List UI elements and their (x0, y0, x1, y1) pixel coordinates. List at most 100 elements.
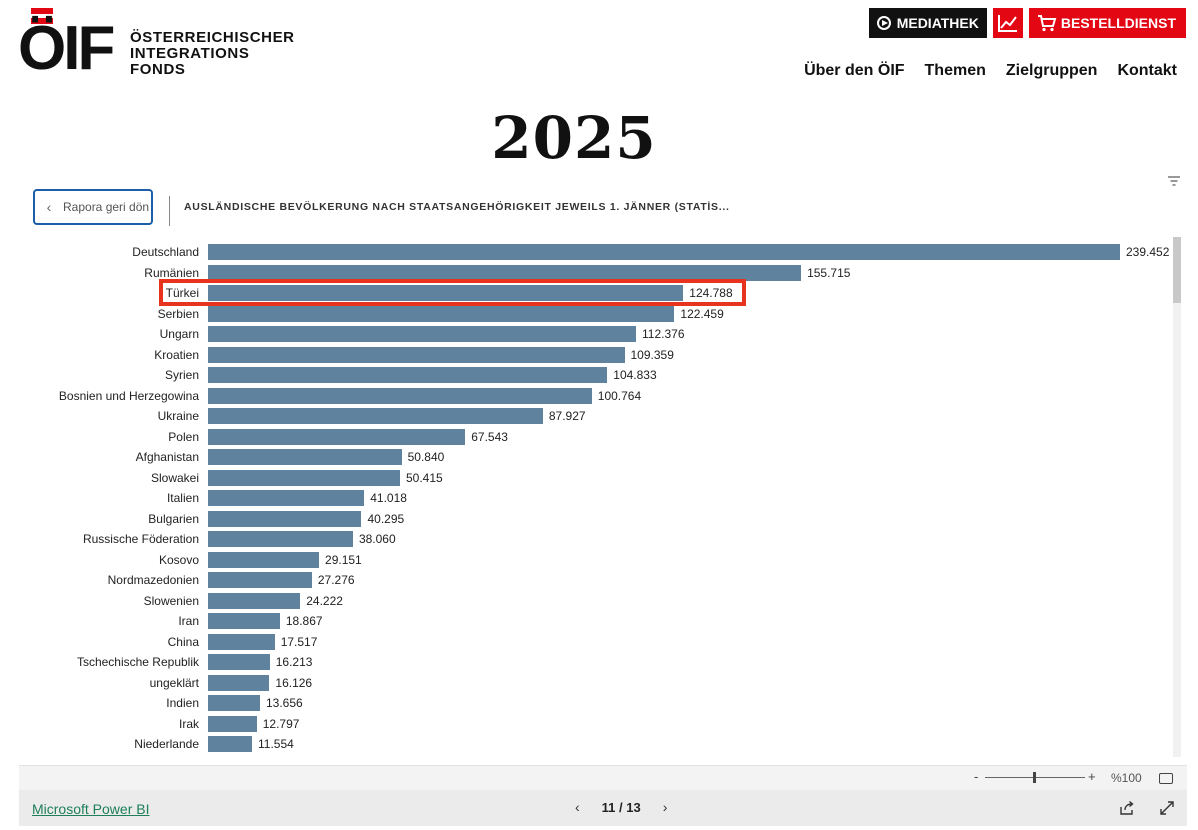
bar[interactable] (208, 326, 636, 342)
category-label: Iran (178, 614, 199, 628)
logo-flag-stripe (31, 8, 53, 14)
toolbar-divider (169, 196, 170, 226)
data-label: 100.764 (597, 388, 642, 403)
play-circle-icon (876, 16, 891, 30)
data-label: 24.222 (306, 593, 343, 608)
category-label: Slowakei (150, 470, 199, 485)
bar[interactable] (208, 490, 365, 506)
top-actions: MEDIATHEK BESTELLDIENST (868, 8, 1186, 38)
bar[interactable] (208, 408, 543, 424)
category-label: Afghanistan (135, 450, 199, 464)
bar[interactable] (208, 572, 312, 588)
category-label: Tschechische Republik (76, 655, 199, 669)
bar[interactable] (208, 736, 252, 752)
bar[interactable] (208, 592, 301, 609)
line-chart-icon (997, 15, 1017, 32)
data-label: 29.151 (325, 552, 362, 567)
nav-item-ueber[interactable]: Über den ÖIF (804, 62, 905, 79)
bar[interactable] (208, 654, 270, 670)
bar[interactable] (208, 346, 625, 363)
data-label: 50.415 (406, 470, 443, 485)
zoom-slider-handle[interactable] (1033, 772, 1036, 783)
zoom-in-button[interactable]: + (1088, 769, 1096, 784)
data-label: 41.018 (370, 491, 407, 505)
zoom-out-button[interactable]: - (974, 769, 979, 784)
bar[interactable] (208, 367, 608, 383)
share-icon[interactable] (1119, 800, 1135, 816)
data-label: 11.554 (258, 737, 294, 751)
category-label: ungeklärt (149, 675, 199, 690)
category-label: Rumänien (144, 265, 199, 280)
powerbi-footer: Microsoft Power BI ‹ 11 / 13 › (19, 790, 1187, 826)
category-label: Kroatien (154, 347, 199, 362)
category-label: Indien (166, 696, 199, 710)
back-button-label: Rapora geri dön (63, 200, 150, 214)
prev-page-button[interactable]: ‹ (575, 799, 580, 815)
category-label: Bulgarien (148, 511, 199, 526)
oif-logo[interactable]: ÖIF ÖSTERREICHISCHER INTEGRATIONS FONDS (18, 8, 308, 80)
data-label: 27.276 (317, 573, 355, 587)
category-label: Serbien (157, 306, 199, 321)
category-label: Irak (178, 716, 199, 731)
statistics-button[interactable] (992, 8, 1023, 38)
category-label: Ungarn (159, 327, 199, 341)
page-navigator: ‹ 11 / 13 › (575, 799, 667, 815)
category-label: Kosovo (158, 552, 199, 567)
bar[interactable] (208, 305, 675, 322)
data-label: 12.797 (262, 716, 300, 731)
logo-line: FONDS (130, 61, 186, 78)
bar[interactable] (208, 551, 320, 568)
data-label: 16.126 (275, 675, 313, 690)
back-to-report-button[interactable]: ‹ Rapora geri dön (33, 189, 153, 225)
main-nav: Über den ÖIF Themen Zielgruppen Kontakt (804, 62, 1177, 80)
fit-to-page-icon[interactable] (1159, 773, 1173, 784)
page-heading-year: 2025 (491, 104, 657, 172)
bar[interactable] (208, 715, 257, 732)
logo-wordmark: ÖSTERREICHISCHER INTEGRATIONS FONDS (130, 30, 295, 78)
data-label: 87.927 (548, 409, 586, 423)
bar[interactable] (208, 531, 353, 547)
bar[interactable] (208, 285, 684, 301)
category-label: Italien (166, 491, 199, 505)
filter-icon[interactable] (1167, 175, 1181, 187)
bar[interactable] (208, 674, 270, 691)
bar[interactable] (208, 264, 802, 281)
mediathek-button[interactable]: MEDIATHEK (868, 8, 987, 38)
nav-item-themen[interactable]: Themen (924, 62, 986, 79)
bar[interactable] (208, 387, 592, 404)
data-label: 104.833 (613, 368, 657, 382)
data-label: 40.295 (367, 511, 405, 526)
data-label: 50.840 (407, 450, 445, 464)
mediathek-label: MEDIATHEK (896, 15, 979, 31)
chart-scrollbar[interactable] (1173, 237, 1181, 757)
nav-item-kontakt[interactable]: Kontakt (1117, 62, 1177, 79)
category-label: Nordmazedonien (107, 573, 199, 587)
data-label: 18.867 (285, 614, 323, 628)
logo-mark: ÖIF (18, 14, 115, 83)
bar[interactable] (208, 428, 466, 445)
bar[interactable] (208, 510, 362, 527)
visual-title: AUSLÄNDISCHE BEVÖLKERUNG NACH STAATSANGE… (184, 201, 730, 213)
bar[interactable] (208, 469, 400, 486)
data-label: 155.715 (807, 265, 851, 280)
zoom-level: %100 (1111, 771, 1142, 785)
fullscreen-icon[interactable] (1159, 800, 1175, 816)
bar[interactable] (208, 613, 280, 629)
chart-scrollbar-thumb[interactable] (1173, 237, 1181, 303)
category-label: Slowenien (143, 593, 199, 608)
category-label: China (167, 634, 199, 649)
category-label: Polen (168, 429, 199, 444)
category-label: Deutschland (132, 245, 199, 259)
bar[interactable] (208, 633, 275, 650)
data-label: 67.543 (471, 429, 508, 444)
powerbi-link[interactable]: Microsoft Power BI (32, 801, 150, 817)
bar[interactable] (208, 449, 402, 465)
data-label: 13.656 (266, 696, 303, 710)
chevron-left-icon: ‹ (46, 199, 52, 215)
bestelldienst-button[interactable]: BESTELLDIENST (1028, 8, 1186, 38)
nav-item-zielgruppen[interactable]: Zielgruppen (1005, 62, 1098, 79)
bar[interactable] (208, 695, 260, 711)
logo-flag-stripe (31, 18, 53, 24)
bar[interactable] (208, 244, 1120, 260)
next-page-button[interactable]: › (662, 799, 668, 815)
